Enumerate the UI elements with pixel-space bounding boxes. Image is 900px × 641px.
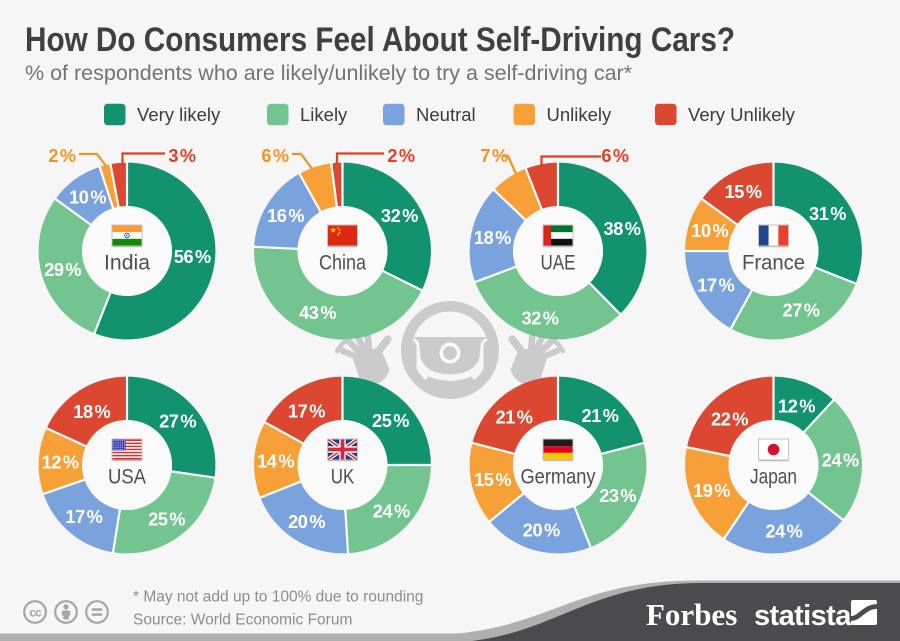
svg-text:India: India — [104, 252, 150, 275]
svg-text:24%: 24% — [373, 501, 410, 521]
svg-text:statista: statista — [754, 600, 852, 632]
svg-text:32%: 32% — [521, 309, 558, 329]
svg-text:Forbes: Forbes — [646, 597, 737, 632]
svg-text:56%: 56% — [174, 247, 211, 267]
svg-text:22%: 22% — [711, 410, 748, 430]
svg-text:UAE: UAE — [541, 252, 576, 275]
svg-text:2%: 2% — [387, 146, 415, 166]
svg-text:10%: 10% — [691, 221, 728, 241]
svg-text:6%: 6% — [261, 146, 289, 166]
svg-text:21%: 21% — [581, 406, 618, 426]
svg-text:17%: 17% — [288, 402, 325, 422]
svg-text:32%: 32% — [381, 206, 418, 226]
svg-text:27%: 27% — [159, 412, 196, 432]
svg-text:UK: UK — [331, 466, 355, 489]
svg-text:17%: 17% — [65, 507, 102, 527]
svg-text:cc: cc — [29, 606, 42, 620]
svg-text:2%: 2% — [48, 146, 76, 166]
svg-text:15%: 15% — [474, 470, 511, 490]
svg-text:Very likely: Very likely — [137, 104, 221, 125]
svg-text:3%: 3% — [168, 146, 196, 166]
svg-text:25%: 25% — [148, 510, 185, 530]
svg-text:USA: USA — [108, 466, 146, 489]
svg-text:24%: 24% — [822, 450, 859, 470]
svg-text:6%: 6% — [601, 146, 629, 166]
svg-text:Likely: Likely — [300, 104, 348, 125]
svg-text:18%: 18% — [73, 402, 110, 422]
svg-text:Japan: Japan — [750, 466, 797, 489]
svg-text:20%: 20% — [523, 520, 560, 540]
svg-text:29%: 29% — [44, 260, 81, 280]
svg-text:Very Unlikely: Very Unlikely — [688, 104, 796, 125]
svg-text:24%: 24% — [765, 522, 802, 542]
svg-text:20%: 20% — [288, 512, 325, 532]
svg-text:12%: 12% — [778, 397, 815, 417]
svg-text:10%: 10% — [69, 187, 106, 207]
svg-text:Germany: Germany — [521, 466, 596, 489]
svg-text:France: France — [742, 252, 805, 275]
svg-text:27%: 27% — [782, 301, 819, 321]
svg-text:18%: 18% — [474, 228, 511, 248]
svg-text:17%: 17% — [697, 276, 734, 296]
svg-text:43%: 43% — [299, 303, 336, 323]
svg-text:21%: 21% — [495, 408, 532, 428]
svg-text:19%: 19% — [693, 481, 730, 501]
svg-text:% of respondents who are likel: % of respondents who are likely/unlikely… — [25, 61, 633, 85]
svg-text:Unlikely: Unlikely — [547, 104, 613, 125]
svg-text:38%: 38% — [603, 219, 640, 239]
svg-text:23%: 23% — [599, 486, 636, 506]
svg-text:Source: World Economic Forum: Source: World Economic Forum — [133, 612, 352, 629]
svg-text:How Do Consumers Feel About Se: How Do Consumers Feel About Self-Driving… — [25, 21, 735, 59]
svg-text:14%: 14% — [257, 451, 294, 471]
svg-text:Neutral: Neutral — [416, 104, 476, 125]
svg-text:15%: 15% — [725, 182, 762, 202]
svg-text:7%: 7% — [480, 146, 508, 166]
svg-text:31%: 31% — [809, 204, 846, 224]
svg-text:12%: 12% — [42, 452, 79, 472]
svg-text:China: China — [319, 252, 366, 275]
svg-text:* May not add up to 100% due t: * May not add up to 100% due to rounding — [133, 589, 423, 606]
svg-text:25%: 25% — [372, 411, 409, 431]
svg-text:16%: 16% — [267, 206, 304, 226]
